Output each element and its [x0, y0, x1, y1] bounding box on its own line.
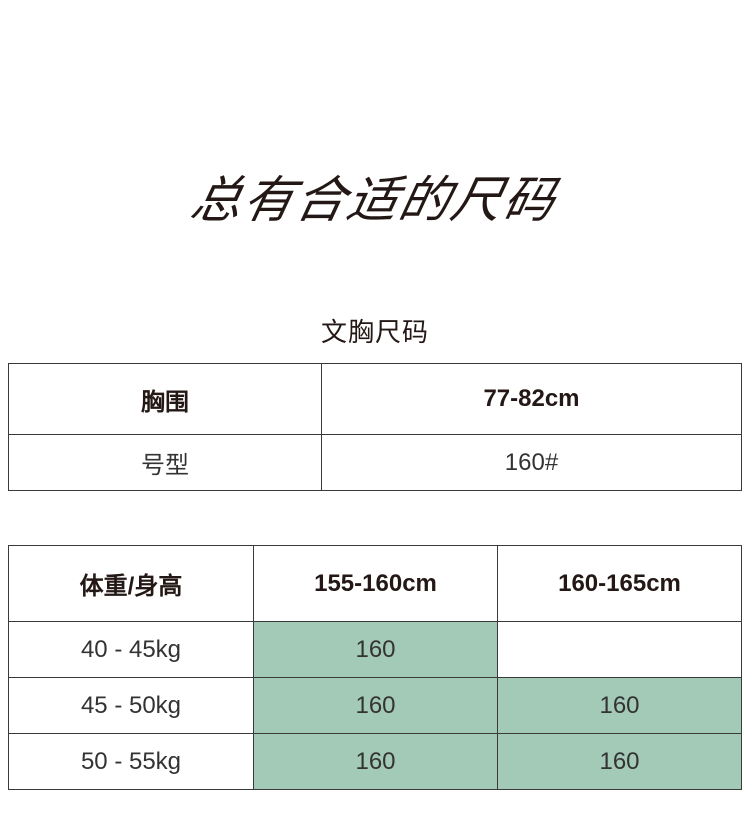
row-label: 胸围 — [8, 363, 322, 435]
table-row: 40 - 45kg 160 — [8, 621, 742, 678]
size-cell — [497, 621, 742, 678]
row-value: 77-82cm — [321, 363, 742, 435]
weight-height-size-table: 体重/身高 155-160cm 160-165cm 40 - 45kg 160 … — [8, 545, 742, 790]
size-cell: 160 — [253, 677, 498, 734]
column-header: 155-160cm — [253, 545, 498, 622]
size-cell: 160 — [253, 621, 498, 678]
row-label: 45 - 50kg — [8, 677, 254, 734]
row-label: 40 - 45kg — [8, 621, 254, 678]
table-row: 号型 160# — [8, 434, 742, 491]
column-header: 160-165cm — [497, 545, 742, 622]
size-cell: 160 — [497, 733, 742, 790]
table-row: 50 - 55kg 160 160 — [8, 733, 742, 790]
row-label: 号型 — [8, 434, 322, 491]
headline: 总有合适的尺码 — [186, 172, 563, 228]
size-cell: 160 — [253, 733, 498, 790]
bra-size-table: 胸围 77-82cm 号型 160# — [8, 363, 742, 491]
table-header-row: 体重/身高 155-160cm 160-165cm — [8, 545, 742, 622]
bra-size-title: 文胸尺码 — [320, 317, 429, 347]
table-row: 胸围 77-82cm — [8, 363, 742, 435]
column-header: 体重/身高 — [8, 545, 254, 622]
size-cell: 160 — [497, 677, 742, 734]
table-row: 45 - 50kg 160 160 — [8, 677, 742, 734]
row-label: 50 - 55kg — [8, 733, 254, 790]
row-value: 160# — [321, 434, 742, 491]
